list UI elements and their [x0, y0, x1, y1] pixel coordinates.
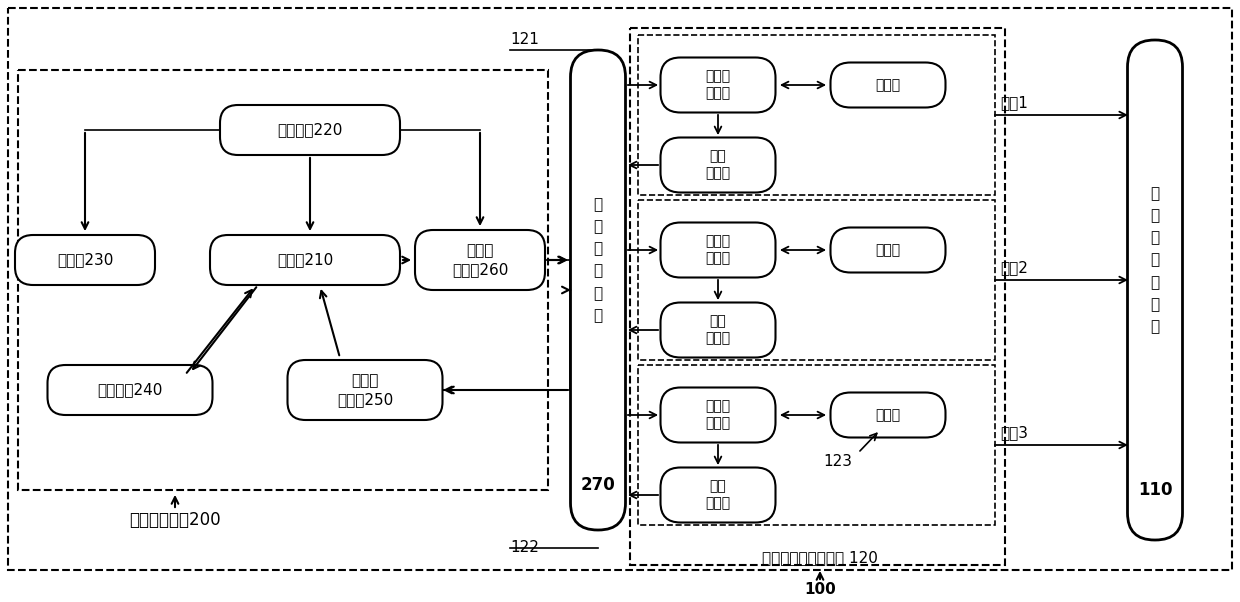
FancyBboxPatch shape	[210, 235, 401, 285]
Text: 122: 122	[510, 541, 539, 556]
Text: 电源模块220: 电源模块220	[278, 122, 342, 137]
Text: 处理器210: 处理器210	[277, 252, 334, 267]
Bar	[19, 70, 548, 490]
Text: 调压换
向模块260: 调压换 向模块260	[451, 243, 508, 277]
FancyBboxPatch shape	[661, 137, 775, 193]
FancyBboxPatch shape	[219, 105, 401, 155]
FancyBboxPatch shape	[661, 223, 775, 278]
Bar	[639, 200, 994, 360]
Text: 温度控制系统200: 温度控制系统200	[129, 511, 221, 529]
Text: 110: 110	[1138, 481, 1172, 499]
Text: 散热器: 散热器	[875, 78, 900, 92]
Text: 通道2: 通道2	[999, 261, 1028, 276]
Text: 123: 123	[823, 455, 853, 470]
Text: 半导体
制冷器: 半导体 制冷器	[706, 69, 730, 101]
FancyBboxPatch shape	[570, 50, 625, 530]
Text: 滑动式温度复现单元 120: 滑动式温度复现单元 120	[763, 550, 878, 565]
Bar	[630, 28, 1004, 565]
Text: 半导体
制冷器: 半导体 制冷器	[706, 399, 730, 430]
Text: 270: 270	[580, 476, 615, 494]
FancyBboxPatch shape	[831, 63, 945, 108]
Text: 散热器: 散热器	[875, 408, 900, 422]
Text: 穿
戴
式
装
置
支
架: 穿 戴 式 装 置 支 架	[1151, 186, 1159, 334]
Text: 通信模块240: 通信模块240	[97, 382, 162, 397]
FancyBboxPatch shape	[288, 360, 443, 420]
FancyBboxPatch shape	[661, 388, 775, 442]
Text: 温度
传感器: 温度 传感器	[706, 314, 730, 346]
Text: 控
制
采
集
接
口: 控 制 采 集 接 口	[594, 197, 603, 323]
Text: 温度采
集模块250: 温度采 集模块250	[337, 373, 393, 407]
Text: 温度
传感器: 温度 传感器	[706, 479, 730, 510]
FancyBboxPatch shape	[831, 228, 945, 273]
FancyBboxPatch shape	[15, 235, 155, 285]
FancyBboxPatch shape	[831, 393, 945, 438]
Bar	[639, 35, 994, 195]
Bar	[639, 365, 994, 525]
Text: 触摸屏230: 触摸屏230	[57, 252, 113, 267]
FancyBboxPatch shape	[661, 302, 775, 358]
Text: 通道3: 通道3	[999, 426, 1028, 441]
FancyBboxPatch shape	[661, 468, 775, 523]
FancyBboxPatch shape	[47, 365, 212, 415]
Text: 通道1: 通道1	[999, 96, 1028, 111]
Text: 温度
传感器: 温度 传感器	[706, 149, 730, 181]
FancyBboxPatch shape	[415, 230, 546, 290]
Text: 121: 121	[510, 33, 539, 48]
Text: 半导体
制冷器: 半导体 制冷器	[706, 234, 730, 265]
FancyBboxPatch shape	[661, 58, 775, 113]
Text: 100: 100	[804, 583, 836, 598]
Text: 散热器: 散热器	[875, 243, 900, 257]
FancyBboxPatch shape	[1127, 40, 1183, 540]
